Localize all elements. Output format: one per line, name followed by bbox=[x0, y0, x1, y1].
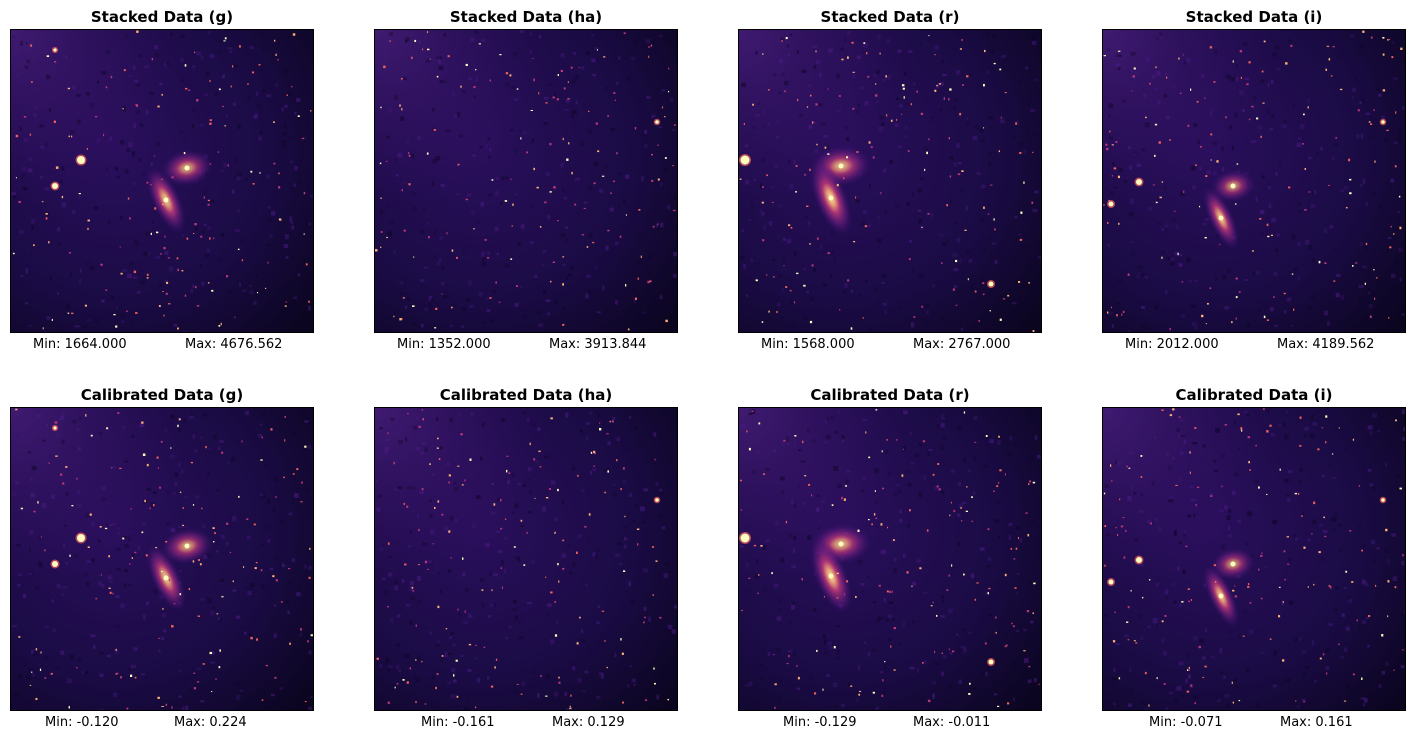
star-field bbox=[12, 30, 312, 330]
field-image bbox=[11, 30, 313, 332]
min-label: Min: 2012.000 bbox=[1125, 337, 1219, 352]
bright-star bbox=[1381, 498, 1385, 502]
sky-noise bbox=[380, 30, 677, 332]
max-label: Max: 4676.562 bbox=[185, 337, 283, 352]
field-image bbox=[11, 408, 313, 710]
field-image bbox=[739, 30, 1041, 332]
bright-star bbox=[77, 534, 85, 542]
field-image bbox=[1103, 30, 1405, 332]
panel-title: Calibrated Data (g) bbox=[80, 386, 244, 404]
max-label: Max: 0.161 bbox=[1280, 715, 1353, 730]
galaxy-core bbox=[1230, 561, 1236, 567]
field-image bbox=[375, 30, 677, 332]
bright-star bbox=[655, 120, 659, 124]
min-label: Min: 1664.000 bbox=[33, 337, 127, 352]
bright-star bbox=[77, 156, 85, 164]
bright-star bbox=[1381, 120, 1385, 124]
min-label: Min: 1352.000 bbox=[397, 337, 491, 352]
bright-star bbox=[988, 659, 994, 665]
min-label: Min: -0.120 bbox=[45, 715, 119, 730]
galaxy-core bbox=[838, 541, 844, 547]
min-label: Min: -0.161 bbox=[421, 715, 495, 730]
panel-title: Calibrated Data (i) bbox=[1175, 386, 1333, 404]
bright-star bbox=[1136, 557, 1142, 563]
sky-gradient bbox=[375, 408, 677, 710]
star-field bbox=[739, 35, 1035, 332]
bright-star bbox=[988, 281, 994, 287]
max-label: Max: 4189.562 bbox=[1277, 337, 1375, 352]
galaxy-core bbox=[838, 163, 844, 169]
panel-calibrated-i: Calibrated Data (i) Min: -0.071 Max: 0.1… bbox=[1102, 383, 1406, 730]
bright-star bbox=[1136, 179, 1142, 185]
bright-star bbox=[52, 561, 58, 567]
bright-star bbox=[740, 533, 750, 543]
max-label: Max: 3913.844 bbox=[549, 337, 647, 352]
galaxy-core bbox=[184, 165, 190, 171]
panel-calibrated-ha: Calibrated Data (ha) Min: -0.161 Max: 0.… bbox=[374, 383, 678, 730]
bright-star bbox=[740, 155, 750, 165]
galaxy-core bbox=[184, 543, 190, 549]
galaxy-core bbox=[1218, 215, 1224, 221]
panel-stacked-i: Stacked Data (i) Min: 2012.000 Max: 4189… bbox=[1102, 5, 1406, 352]
field-image bbox=[1103, 408, 1405, 710]
galaxy-core bbox=[163, 575, 169, 581]
sky-noise bbox=[739, 30, 1041, 331]
panel-title: Stacked Data (r) bbox=[820, 8, 960, 26]
max-label: Max: -0.011 bbox=[913, 715, 991, 730]
panel-calibrated-g: Calibrated Data (g) Min: -0.120 Max: 0.2… bbox=[10, 383, 314, 730]
sky-noise bbox=[375, 411, 677, 710]
star-field bbox=[1103, 408, 1404, 707]
sky-noise bbox=[11, 30, 313, 332]
bright-star bbox=[1108, 579, 1114, 585]
panel-title: Calibrated Data (r) bbox=[810, 386, 970, 404]
astronomical-image bbox=[374, 407, 678, 711]
bright-star bbox=[53, 48, 57, 52]
min-label: Min: -0.129 bbox=[783, 715, 857, 730]
panel-title: Calibrated Data (ha) bbox=[439, 386, 613, 404]
min-label: Min: -0.071 bbox=[1149, 715, 1223, 730]
panel-title: Stacked Data (g) bbox=[90, 8, 234, 26]
panel-stacked-ha: Stacked Data (ha) Min: 1352.000 Max: 391… bbox=[374, 5, 678, 352]
panel-title: Stacked Data (i) bbox=[1185, 8, 1323, 26]
astronomical-image bbox=[374, 29, 678, 333]
max-label: Max: 0.224 bbox=[174, 715, 247, 730]
galaxy-core bbox=[1230, 183, 1236, 189]
astronomical-image bbox=[10, 29, 314, 333]
galaxy-core bbox=[1218, 593, 1224, 599]
min-label: Min: 1568.000 bbox=[761, 337, 855, 352]
astronomical-image bbox=[1102, 29, 1406, 333]
bright-star bbox=[53, 426, 57, 430]
max-label: Max: 2767.000 bbox=[913, 337, 1011, 352]
galaxy-core bbox=[828, 573, 834, 579]
astronomical-image bbox=[1102, 407, 1406, 711]
bright-star bbox=[1108, 201, 1114, 207]
star-field bbox=[15, 408, 313, 710]
bright-star bbox=[52, 183, 58, 189]
panel-stacked-r: Stacked Data (r) Min: 1568.000 Max: 2767… bbox=[738, 5, 1042, 352]
star-field bbox=[1103, 30, 1403, 331]
galaxy-core bbox=[163, 197, 169, 203]
panel-calibrated-r: Calibrated Data (r) Min: -0.129 Max: -0.… bbox=[738, 383, 1042, 730]
field-image bbox=[739, 408, 1041, 710]
star-field bbox=[375, 31, 676, 331]
astronomical-image bbox=[738, 407, 1042, 711]
galaxy-core bbox=[828, 195, 834, 201]
star-field bbox=[376, 409, 669, 710]
astronomical-image bbox=[738, 29, 1042, 333]
max-label: Max: 0.129 bbox=[552, 715, 625, 730]
sky-gradient bbox=[375, 30, 677, 332]
star-field bbox=[740, 409, 1040, 709]
field-image bbox=[375, 408, 677, 710]
sky-noise bbox=[1103, 32, 1405, 332]
bright-star bbox=[655, 498, 659, 502]
panel-title: Stacked Data (ha) bbox=[449, 8, 603, 26]
panel-stacked-g: Stacked Data (g) Min: 1664.000 Max: 4676… bbox=[10, 5, 314, 352]
astronomical-image bbox=[10, 407, 314, 711]
